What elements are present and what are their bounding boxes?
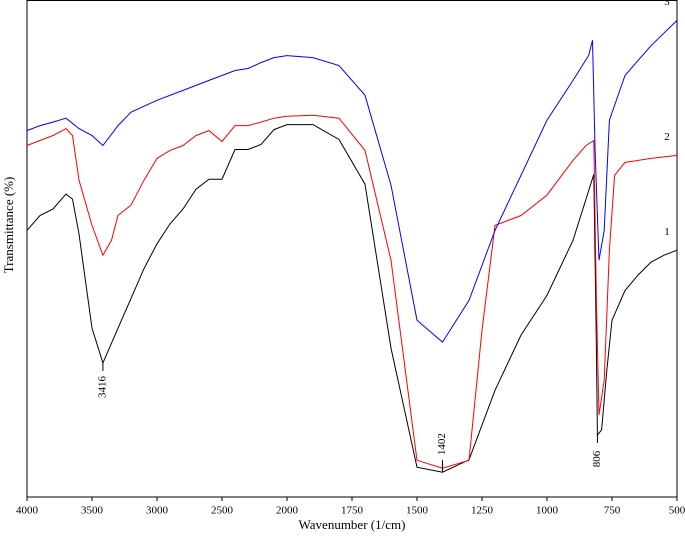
series-line: [26, 20, 678, 343]
plot-frame: [26, 0, 678, 498]
peak-label: 3416: [96, 375, 108, 398]
x-tick-label: 3500: [81, 505, 104, 517]
series-label: 2: [664, 131, 670, 143]
x-tick-label: 1500: [406, 505, 429, 517]
x-tick-label: 1000: [536, 505, 559, 517]
x-tick-label: 750: [604, 505, 621, 517]
peak-label: 806: [591, 450, 603, 467]
x-tick-label: 3000: [146, 505, 169, 517]
peak-label: 1402: [436, 433, 448, 455]
series-label: 3: [664, 0, 670, 8]
x-tick-label: 1750: [341, 505, 364, 517]
series-label: 1: [664, 226, 670, 238]
series-line: [26, 114, 678, 469]
x-tick-label: 2500: [211, 505, 234, 517]
x-axis-title: Wavenumber (1/cm): [299, 517, 406, 532]
x-tick-label: 500: [669, 505, 685, 517]
x-tick-label: 4000: [16, 505, 39, 517]
y-axis-title: Transmittance (%): [1, 177, 16, 274]
series-line: [26, 124, 678, 473]
x-tick-label: 1250: [471, 505, 494, 517]
x-tick-label: 2000: [276, 505, 299, 517]
